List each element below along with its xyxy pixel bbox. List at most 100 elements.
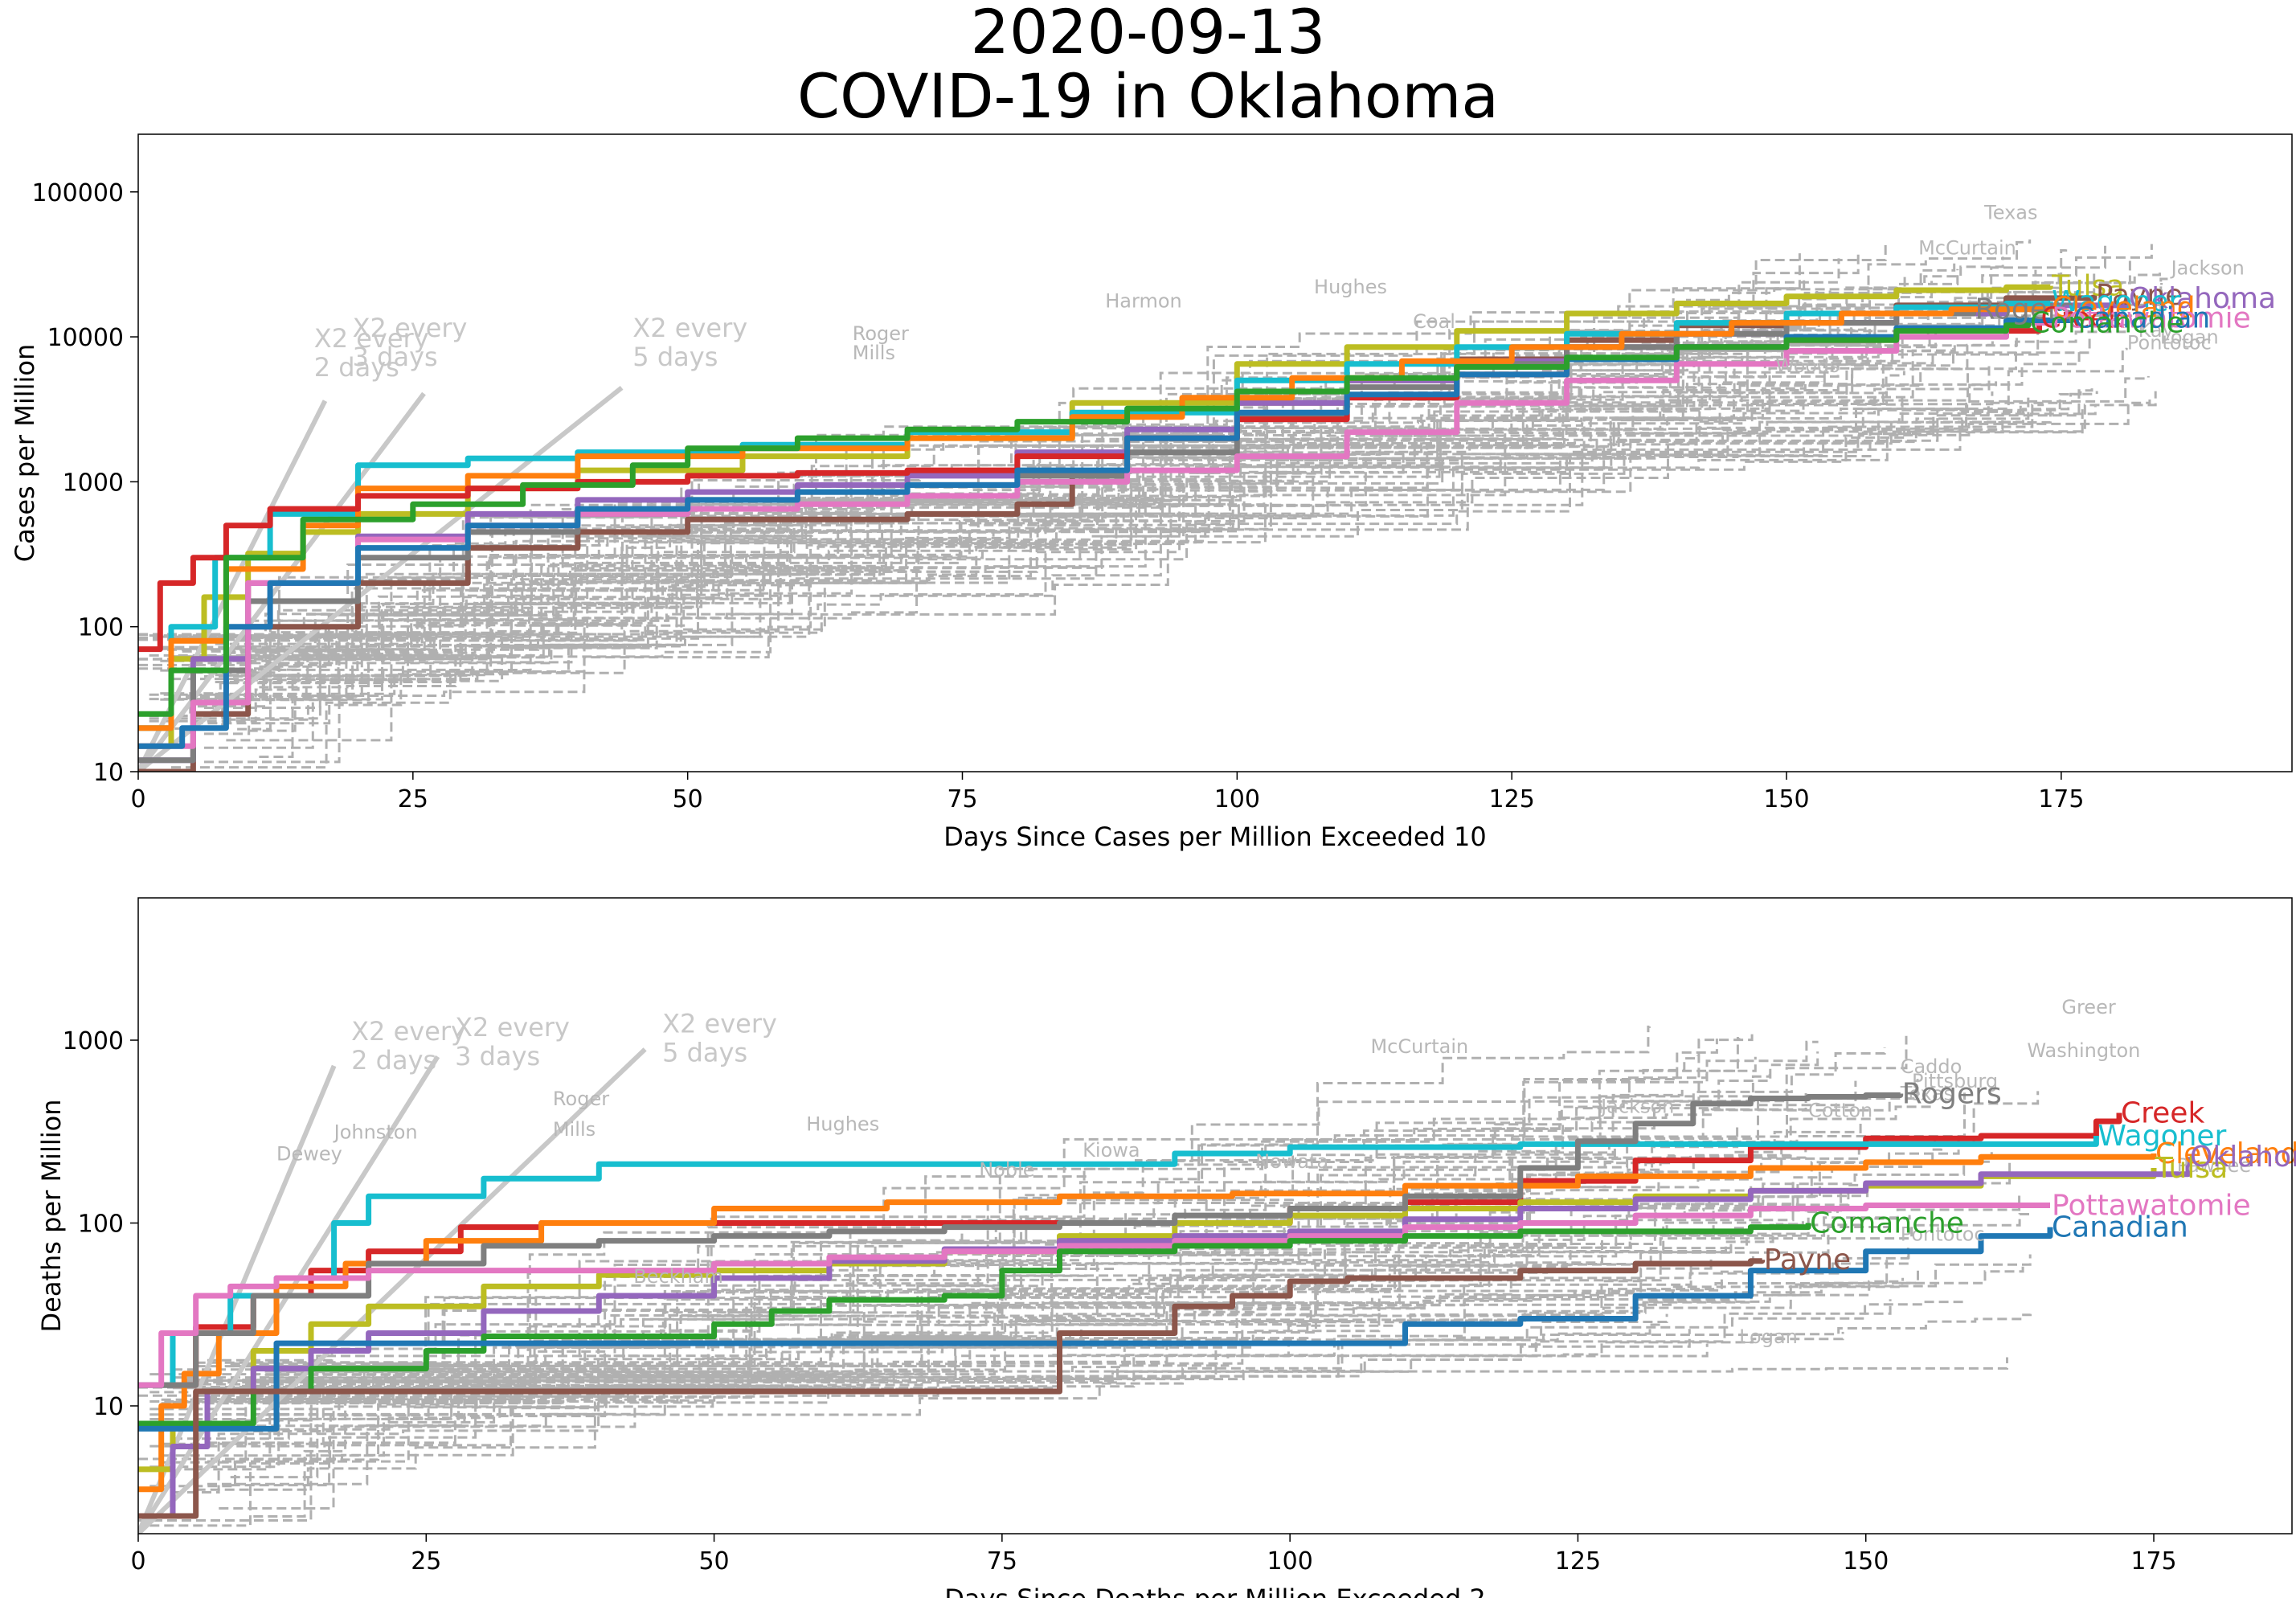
county-label-jackson: Jackson xyxy=(2170,256,2245,279)
county-label-pawnee: Pawnee xyxy=(2177,1154,2251,1177)
background-county-line xyxy=(237,391,2082,642)
series-label-tulsa: Tulsa xyxy=(2051,270,2124,303)
series-label-oklahoma: Oklahoma xyxy=(2129,282,2276,315)
y-tick-label: 100 xyxy=(78,1211,124,1239)
background-county-line xyxy=(193,403,2044,660)
figure-main-title: COVID-19 in Oklahoma xyxy=(797,60,1499,132)
x-tick-label: 0 xyxy=(130,785,145,813)
background-county-line xyxy=(259,347,2128,668)
county-label-mccurtain: McCurtain xyxy=(1370,1035,1468,1058)
background-county-line xyxy=(138,269,2037,651)
y-tick-label: 10000 xyxy=(47,324,124,352)
county-label-noble: Noble xyxy=(979,1158,1034,1181)
background-county-line xyxy=(204,250,1860,709)
background-county-line xyxy=(138,249,2068,661)
plot-area xyxy=(138,1025,2192,1534)
background-county-line xyxy=(215,328,1876,677)
series-line-comanche xyxy=(138,1223,1811,1427)
background-county-line xyxy=(204,375,2150,749)
background-county-line xyxy=(138,391,2157,639)
series-label-rogers: Rogers xyxy=(1975,293,2074,326)
county-label-harmon: Harmon xyxy=(1105,289,1181,312)
plot-area xyxy=(138,239,2171,772)
series-label-cleveland: Cleveland xyxy=(2155,1137,2296,1170)
background-county-line xyxy=(138,330,1789,641)
chart-panel-1: Texas McCurtain Harmon Hughes Coal RogerMills… xyxy=(10,133,2293,852)
series-line-pottawatomie xyxy=(138,1203,2050,1388)
series-label-payne: Payne xyxy=(1764,1244,1851,1276)
background-county-line xyxy=(182,373,1969,653)
y-tick-label: 100000 xyxy=(31,179,124,207)
reference-label-3day: X2 every 3 days xyxy=(353,313,468,372)
series-label-rogers: Rogers xyxy=(1902,1078,2002,1111)
series-label-creek: Creek xyxy=(2041,302,2125,335)
county-label-jackson: Jackson xyxy=(1599,1096,1674,1118)
x-tick-label: 175 xyxy=(2038,785,2084,813)
reference-line-5day xyxy=(138,385,624,772)
county-label-pittsburg: Pittsburg xyxy=(1912,1070,1998,1092)
series-label-creek: Creek xyxy=(2121,1097,2204,1130)
y-tick-label: 10 xyxy=(93,759,124,787)
background-county-line xyxy=(264,1281,1848,1391)
background-county-line xyxy=(160,396,2030,638)
x-tick-label: 175 xyxy=(2130,1547,2176,1575)
plot-frame xyxy=(137,897,2293,1534)
series-line-cleveland xyxy=(138,1153,2157,1493)
background-county-line xyxy=(171,268,2061,769)
background-county-line xyxy=(248,400,2151,677)
series-line-canadian xyxy=(138,1227,2053,1432)
background-county-line xyxy=(226,409,2052,677)
county-label-hughes: Hughes xyxy=(1314,276,1387,298)
county-label-logan: Logan xyxy=(2160,326,2219,348)
x-tick-label: 75 xyxy=(947,785,977,813)
background-county-line xyxy=(173,1039,1718,1440)
reference-label-3day: X2 every 3 days xyxy=(455,1012,570,1071)
county-label-mccurtain: McCurtain xyxy=(1918,237,2016,260)
x-axis-label: Days Since Cases per Million Exceeded 10 xyxy=(943,822,1486,852)
county-label-texas: Texas xyxy=(1900,1083,1954,1105)
series-label-cleveland: Cleveland xyxy=(2052,291,2195,324)
background-county-line xyxy=(149,1259,1713,1394)
series-label-tulsa: Tulsa xyxy=(2155,1152,2228,1185)
reference-line-5day xyxy=(138,1047,647,1534)
county-label-washington: Washington xyxy=(2027,1039,2140,1062)
county-label-mills: Mills xyxy=(853,342,895,364)
x-tick-label: 150 xyxy=(1763,785,1809,813)
y-axis-label: Cases per Million xyxy=(10,344,40,563)
series-line-pottawatomie xyxy=(138,318,2053,749)
county-label-kiowa: Kiowa xyxy=(1083,1139,1140,1162)
background-county-line xyxy=(253,1277,1905,1398)
background-county-line xyxy=(264,1357,2008,1373)
plot-frame xyxy=(137,133,2293,772)
x-tick-label: 125 xyxy=(1555,1547,1601,1575)
background-county-line xyxy=(195,1047,1886,1401)
series-label-comanche: Comanche xyxy=(1810,1207,1964,1240)
reference-label-2day: X2 every 2 days xyxy=(314,323,429,383)
background-county-line xyxy=(184,1331,1844,1384)
x-tick-label: 25 xyxy=(411,1547,441,1575)
background-county-line xyxy=(138,1238,1748,1389)
county-label-nowata: Nowata xyxy=(1255,1150,1328,1173)
background-county-line xyxy=(237,406,2097,648)
series-label-wagoner: Wagoner xyxy=(2052,285,2180,318)
background-county-line xyxy=(207,1094,1789,1485)
background-county-line xyxy=(193,404,1969,725)
x-tick-label: 150 xyxy=(1843,1547,1889,1575)
x-tick-label: 50 xyxy=(673,785,703,813)
background-county-line xyxy=(195,1329,1691,1491)
series-line-comanche xyxy=(138,322,2032,717)
background-county-line xyxy=(226,244,2153,742)
series-label-comanche: Comanche xyxy=(2030,307,2184,340)
chart-panel-2: Greer McCurtain Washington Caddo TexasPittsb… xyxy=(36,897,2296,1598)
x-tick-label: 100 xyxy=(1267,1547,1313,1575)
county-label-coal: Coal xyxy=(1413,310,1455,333)
background-county-line xyxy=(182,391,2098,637)
background-county-line xyxy=(264,1323,1663,1416)
figure-date-title: 2020-09-13 xyxy=(970,0,1326,68)
series-line-payne xyxy=(138,1258,1766,1519)
series-label-pottawatomie: Pottawatomie xyxy=(2052,302,2251,335)
background-county-line xyxy=(149,1212,1657,1448)
y-tick-label: 1000 xyxy=(63,1027,124,1055)
reference-label-5day: X2 every 5 days xyxy=(662,1009,777,1068)
